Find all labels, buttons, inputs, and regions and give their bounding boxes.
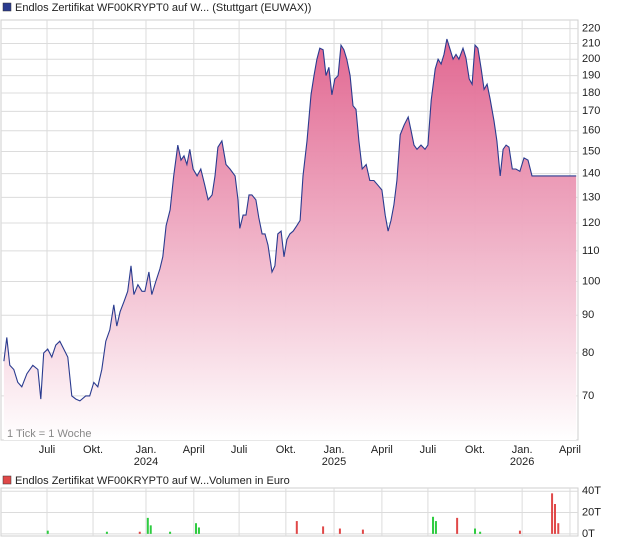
y-tick-label: 190 xyxy=(582,70,600,82)
y-tick-label: 160 xyxy=(582,125,600,137)
y-tick-label: 210 xyxy=(582,37,600,49)
x-tick-label: Jan. xyxy=(136,444,157,456)
y-tick-label: 0T xyxy=(582,528,595,540)
x-tick-label: April xyxy=(559,444,581,456)
y-tick-label: 80 xyxy=(582,347,594,359)
chart-title: Endlos Zertifikat WF00KRYPT0 auf W... (S… xyxy=(15,2,311,14)
y-tick-label: 150 xyxy=(582,145,600,157)
volume-bar xyxy=(149,525,152,534)
volume-bar xyxy=(479,531,482,534)
y-tick-label: 100 xyxy=(582,275,600,287)
volume-bar xyxy=(295,521,298,534)
x-tick-label: Juli xyxy=(231,444,248,456)
volume-bar xyxy=(456,517,459,534)
volume-bar xyxy=(322,526,325,534)
x-tick-label: Okt. xyxy=(465,444,485,456)
x-tick-label: Okt. xyxy=(83,444,103,456)
volume-bar xyxy=(338,528,341,534)
y-tick-label: 120 xyxy=(582,217,600,229)
volume-bar xyxy=(195,523,198,534)
volume-bar xyxy=(434,521,437,534)
x-tick-label: April xyxy=(183,444,205,456)
volume-bar xyxy=(361,529,364,534)
y-tick-label: 130 xyxy=(582,191,600,203)
y-tick-label: 40T xyxy=(582,485,601,497)
x-tick-label: Jan. xyxy=(512,444,533,456)
price-line xyxy=(3,38,577,402)
volume-bar xyxy=(551,493,554,534)
y-tick-label: 170 xyxy=(582,105,600,117)
volume-bar xyxy=(105,531,108,534)
volume-bar xyxy=(146,517,149,534)
y-tick-label: 20T xyxy=(582,506,601,518)
x-tick-label: Juli xyxy=(420,444,437,456)
y-tick-label: 70 xyxy=(582,390,594,402)
legend-swatch xyxy=(2,2,12,12)
x-tick-label: Okt. xyxy=(276,444,296,456)
y-tick-label: 180 xyxy=(582,87,600,99)
volume-bar xyxy=(197,527,200,534)
x-tick-year: 2024 xyxy=(134,456,158,468)
legend-swatch xyxy=(2,475,12,485)
volume-unit: Volumen in Euro xyxy=(209,475,290,487)
y-tick-label: 200 xyxy=(582,53,600,65)
y-tick-label: 90 xyxy=(582,309,594,321)
y-tick-label: 220 xyxy=(582,23,600,35)
y-tick-label: 140 xyxy=(582,167,600,179)
volume-bar xyxy=(138,531,141,534)
area-fill xyxy=(3,39,577,440)
volume-bar xyxy=(474,528,477,534)
volume-bar xyxy=(169,531,172,534)
x-tick-label: Jan. xyxy=(324,444,345,456)
volume-bar xyxy=(432,516,435,534)
y-tick-label: 110 xyxy=(582,245,600,257)
x-tick-year: 2026 xyxy=(510,456,534,468)
tick-note: 1 Tick = 1 Woche xyxy=(7,428,91,440)
volume-bar xyxy=(46,530,49,534)
x-tick-label: Juli xyxy=(39,444,56,456)
volume-bar xyxy=(553,504,556,534)
plot-frame xyxy=(0,487,579,537)
x-tick-year: 2025 xyxy=(322,456,346,468)
volume-title: Endlos Zertifikat WF00KRYPT0 auf W... xyxy=(15,475,209,487)
x-tick-label: April xyxy=(371,444,393,456)
volume-bar xyxy=(557,523,560,534)
volume-bar xyxy=(518,530,521,534)
